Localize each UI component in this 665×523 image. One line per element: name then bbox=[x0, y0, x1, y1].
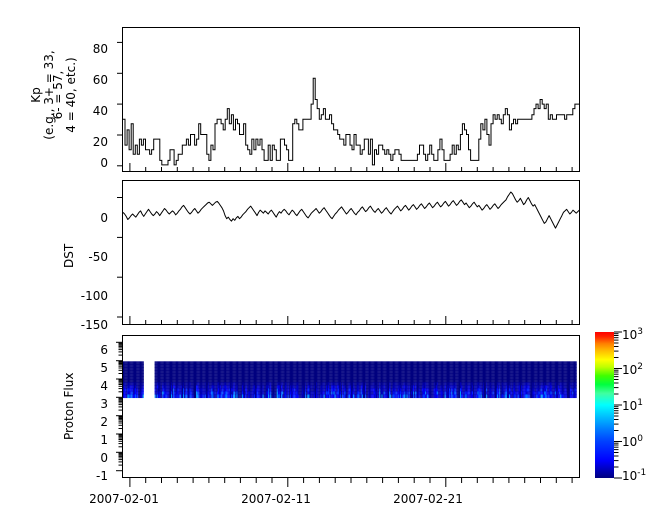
colorbar-mantissa-1e2: 10 bbox=[622, 363, 638, 377]
proton-flux-panel bbox=[122, 335, 580, 478]
colorbar-mantissa-1em1: 10 bbox=[622, 469, 638, 483]
kp-ytick-20: 20 bbox=[92, 135, 108, 149]
colorbar-exponent-1e1: 1 bbox=[637, 398, 644, 408]
pf-ytick-6: 6 bbox=[100, 343, 108, 357]
colorbar bbox=[595, 332, 614, 478]
colorbar-tick-label-1e1: 101 bbox=[622, 398, 643, 413]
colorbar-tick-label-1e2: 102 bbox=[622, 362, 643, 377]
colorbar-tick-label-1e3: 103 bbox=[622, 327, 643, 342]
dst-plot-area bbox=[123, 191, 579, 229]
pf-ytick-1: 1 bbox=[100, 433, 108, 447]
dst-panel bbox=[122, 180, 580, 325]
proton-flux-axis-label: Proton Flux bbox=[62, 373, 76, 440]
kp-ytick-80: 80 bbox=[92, 42, 108, 56]
dst-ytick-0: 0 bbox=[100, 211, 108, 225]
pf-ytick-4: 4 bbox=[100, 379, 108, 393]
dst-ytick-m50: -50 bbox=[88, 250, 108, 264]
colorbar-exponent-1e3: 3 bbox=[637, 327, 644, 337]
kp-ytick-60: 60 bbox=[92, 73, 108, 87]
kp-plot-area bbox=[123, 77, 579, 166]
colorbar-exponent-1em1: -1 bbox=[637, 468, 647, 478]
proton-flux-plot-area bbox=[123, 361, 577, 399]
xtick-label-1: 2007-02-11 bbox=[241, 492, 311, 506]
pf-ytick-3: 3 bbox=[100, 397, 108, 411]
kp-ytick-0: 0 bbox=[100, 156, 108, 170]
xtick-label-0: 2007-02-01 bbox=[89, 492, 159, 506]
colorbar-mantissa-1e1: 10 bbox=[622, 399, 638, 413]
dst-ytick-m100: -100 bbox=[80, 289, 108, 303]
kp-ytick-40: 40 bbox=[92, 104, 108, 118]
colorbar-tick-label-1em1: 10-1 bbox=[622, 468, 646, 483]
colorbar-mantissa-1e0: 10 bbox=[622, 435, 638, 449]
colorbar-exponent-1e2: 2 bbox=[637, 362, 644, 372]
proton-flux-axis-label-text: Proton Flux bbox=[62, 372, 76, 440]
dst-ytick-m150: -150 bbox=[80, 318, 108, 332]
pf-ytick-5: 5 bbox=[100, 361, 108, 375]
kp-axis-label-b: 6- = 57, 4 = 40, etc.) bbox=[51, 20, 78, 170]
pf-ytick-0: 0 bbox=[100, 451, 108, 465]
colorbar-gradient bbox=[595, 332, 614, 478]
kp-panel bbox=[122, 27, 580, 172]
pf-ytick-m1: -1 bbox=[96, 469, 108, 483]
pf-ytick-2: 2 bbox=[100, 415, 108, 429]
xtick-label-2: 2007-02-21 bbox=[393, 492, 463, 506]
colorbar-mantissa-1e3: 10 bbox=[622, 328, 638, 342]
colorbar-exponent-1e0: 0 bbox=[637, 434, 644, 444]
colorbar-tick-label-1e0: 100 bbox=[622, 434, 643, 449]
kp-axis-label-line4: 4 = 40, etc.) bbox=[64, 57, 78, 133]
